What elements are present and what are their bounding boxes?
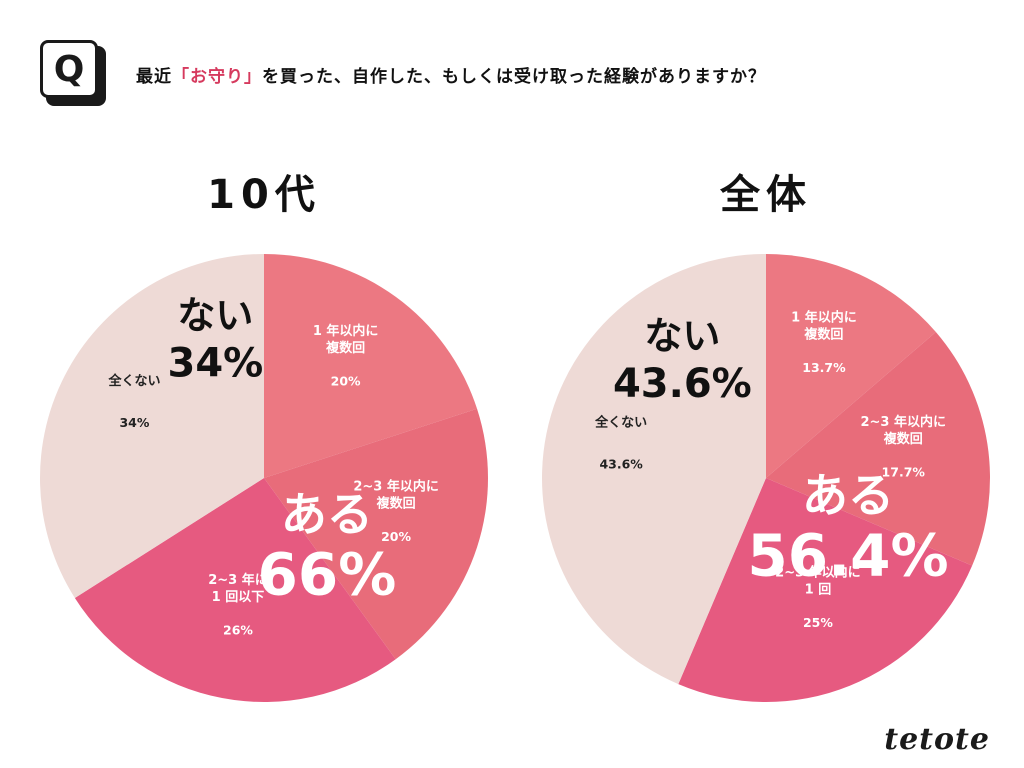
group-no-value-overall: 43.6% [613,361,752,407]
slice-label-overall-0: 1 年以内に複数回 [791,309,857,342]
question-suffix: を買った、自作した、もしくは受け取った経験がありますか？ [262,67,766,87]
slice-value-overall-0: 13.7% [802,360,846,375]
pie-slice-overall-2 [678,478,973,703]
slice-value-teens-1: 20% [381,529,411,544]
group-yes-label-overall: ある [802,468,894,522]
slice-value-overall-3: 43.6% [599,456,643,471]
pie-slice-teens-0 [264,254,478,478]
slice-label-teens-3: 全くない [107,373,160,389]
question-badge-letter: Q [40,40,98,98]
group-yes-label-teens: ある [281,487,373,541]
slice-label-overall-2: 2~3 年以内に 1 回 [775,564,861,597]
chart-title-teens: 10代 [207,172,321,218]
question-prefix: 最近 [136,67,172,87]
pie-slice-overall-3 [541,254,766,685]
question-badge: Q [40,40,106,106]
pie-slice-teens-3 [40,254,264,599]
slice-value-overall-2: 25% [803,615,833,630]
group-no-value-teens: 34% [168,341,264,387]
pie-slice-teens-1 [264,408,489,660]
chart-title-overall: 全体 [720,172,812,218]
slice-value-teens-2: 26% [223,622,253,637]
pie-slice-overall-1 [766,331,991,566]
slice-label-teens-2: 2~3 年に 1 回以下 [208,572,268,605]
slice-label-overall-3: 全くない [594,414,647,430]
group-no-label-teens: ない [177,294,253,338]
slice-label-teens-0: 1 年以内に複数回 [313,323,379,356]
slice-label-teens-1: 2~3 年以内に複数回 [353,478,439,511]
brand-logo: tetote [884,722,990,757]
slice-label-overall-1: 2~3 年以内に複数回 [860,414,946,447]
group-yes-value-overall: 56.4% [747,521,948,589]
question-text: 最近「お守り」を買った、自作した、もしくは受け取った経験がありますか？ [136,62,766,87]
group-yes-value-teens: 66% [258,540,397,608]
pie-slice-teens-2 [74,478,396,703]
question-highlight: 「お守り」 [172,67,262,87]
slice-value-teens-0: 20% [331,374,361,389]
slice-value-overall-1: 17.7% [882,465,926,480]
slice-value-teens-3: 34% [119,415,149,430]
pie-slice-overall-0 [766,254,936,478]
group-no-label-overall: ない [644,314,720,358]
